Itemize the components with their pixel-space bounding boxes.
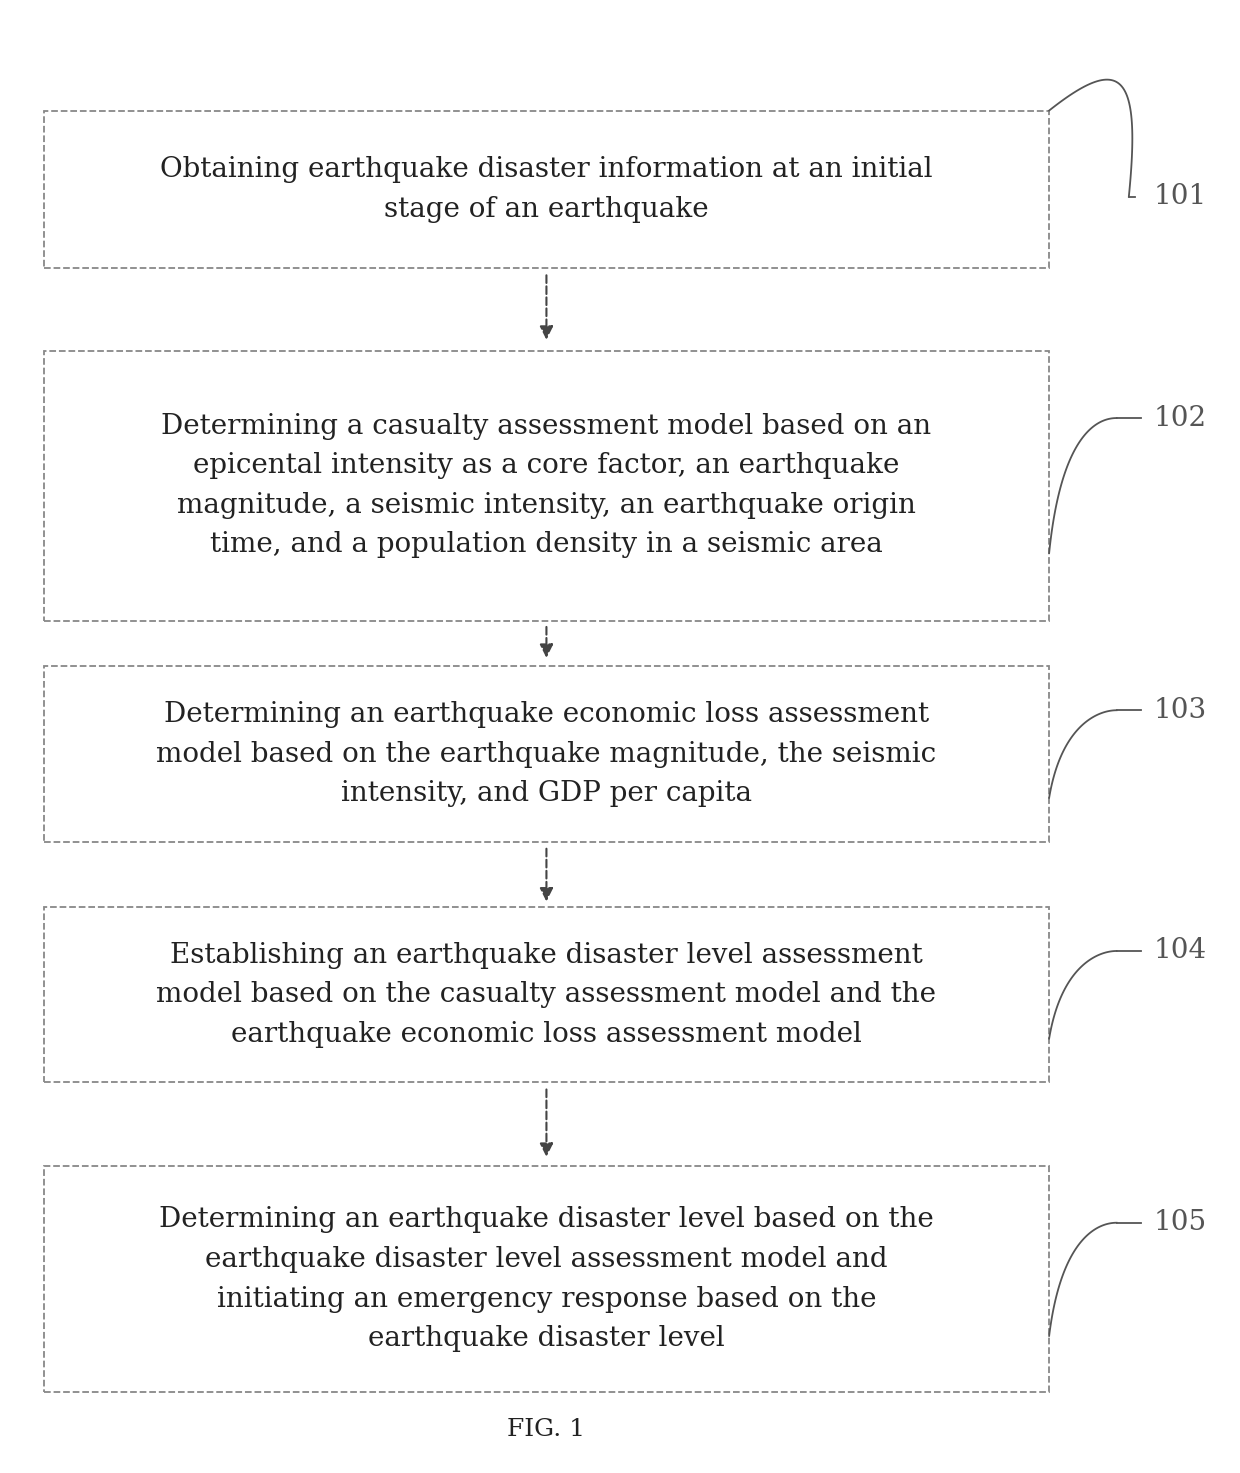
Text: 104: 104 <box>1153 937 1207 965</box>
Text: Obtaining earthquake disaster information at an initial
stage of an earthquake: Obtaining earthquake disaster informatio… <box>160 156 932 222</box>
FancyBboxPatch shape <box>43 1167 1049 1392</box>
FancyBboxPatch shape <box>43 666 1049 841</box>
Text: Establishing an earthquake disaster level assessment
model based on the casualty: Establishing an earthquake disaster leve… <box>156 941 936 1047</box>
FancyBboxPatch shape <box>43 907 1049 1083</box>
FancyBboxPatch shape <box>43 351 1049 620</box>
FancyBboxPatch shape <box>43 110 1049 268</box>
Text: Determining a casualty assessment model based on an
epicental intensity as a cor: Determining a casualty assessment model … <box>161 412 931 558</box>
Text: Determining an earthquake disaster level based on the
earthquake disaster level : Determining an earthquake disaster level… <box>159 1206 934 1352</box>
Text: 105: 105 <box>1153 1209 1207 1236</box>
Text: Determining an earthquake economic loss assessment
model based on the earthquake: Determining an earthquake economic loss … <box>156 701 936 807</box>
Text: 103: 103 <box>1153 697 1207 723</box>
Text: 102: 102 <box>1153 405 1207 432</box>
Text: 101: 101 <box>1153 183 1207 211</box>
Text: FIG. 1: FIG. 1 <box>507 1418 585 1441</box>
